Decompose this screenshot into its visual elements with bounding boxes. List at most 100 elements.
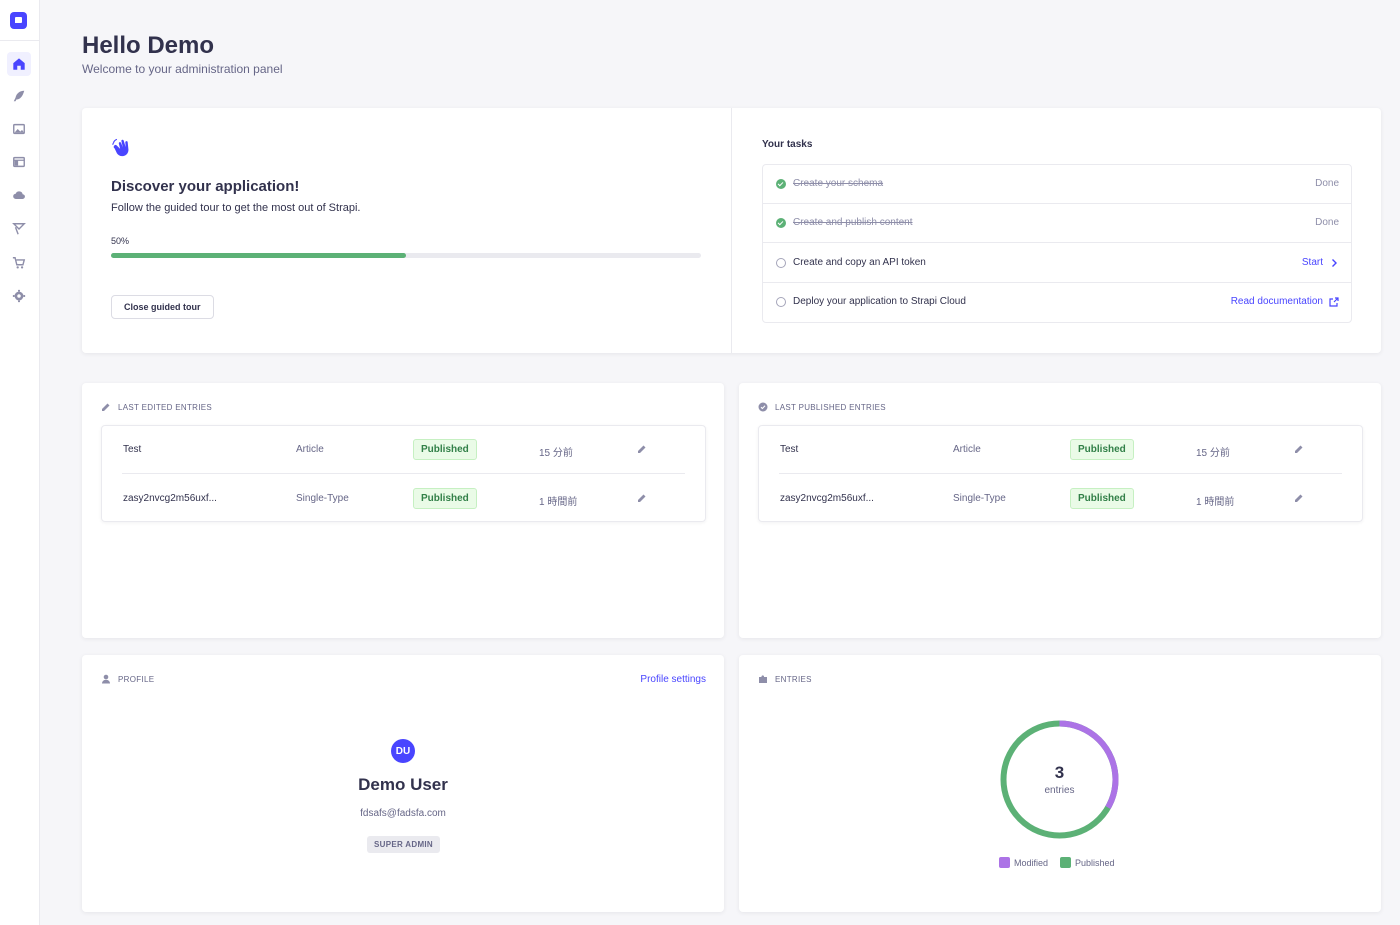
status-badge: Published [1070,439,1134,460]
start-api-token-link[interactable]: Start [1302,257,1339,268]
last-published-table: Test Article Published 15 分前 zasy2nvcg2m… [758,425,1363,522]
edit-pencil-icon[interactable] [637,444,647,454]
entry-time: 15 分前 [1196,448,1230,459]
strapi-logo[interactable] [10,12,27,29]
chart-legend: Modified Published [999,857,1115,868]
entry-type: Article [953,444,981,455]
chevron-right-icon [1332,258,1337,267]
section-header: PROFILE [101,674,154,684]
entry-time: 1 時間前 [539,497,578,508]
profile-settings-link[interactable]: Profile settings [640,674,706,685]
task-status: Done [1315,217,1339,228]
cloud-icon[interactable] [7,183,31,207]
main-content: Hello Demo Welcome to your administratio… [40,0,1400,925]
task-label: Deploy your application to Strapi Cloud [793,296,966,307]
entries-donut-chart [1000,720,1119,839]
task-item: Create your schema Done [763,165,1351,204]
main-nav [0,0,40,925]
tasks-list: Create your schema Done Create and publi… [762,164,1352,323]
task-label: Create and copy an API token [793,257,926,268]
status-badge: Published [413,439,477,460]
external-link-icon [1329,296,1339,307]
section-title: PROFILE [118,674,155,684]
last-edited-entries-card: LAST EDITED ENTRIES Test Article Publish… [82,383,724,638]
profile-card: PROFILE Profile settings DU Demo User fd… [82,655,724,912]
avatar: DU [391,739,415,763]
entry-title: Test [780,444,799,455]
read-documentation-link[interactable]: Read documentation [1231,296,1339,307]
table-row[interactable]: Test Article Published 15 分前 [122,426,685,474]
entry-time: 1 時間前 [1196,497,1235,508]
status-badge: Published [413,488,477,509]
entry-title: Test [123,444,142,455]
donut-segment-modified [1000,720,1119,839]
task-done-check-icon [776,179,786,189]
close-guided-tour-button[interactable]: Close guided tour [111,295,214,319]
table-row[interactable]: zasy2nvcg2m56uxf... Single-Type Publishe… [102,475,705,523]
content-type-builder-icon[interactable] [7,150,31,174]
section-title: LAST PUBLISHED ENTRIES [775,402,886,412]
legend-item-modified: Modified [999,857,1048,868]
task-action-label: Read documentation [1230,296,1323,307]
pencil-icon [102,403,110,411]
tour-progress-bar [111,253,701,258]
section-header: ENTRIES [758,674,812,684]
entries-count-label: entries [1044,785,1075,796]
task-status: Done [1315,178,1339,189]
task-item: Deploy your application to Strapi Cloud … [763,283,1351,322]
task-label: Create and publish content [793,217,913,228]
entry-title: zasy2nvcg2m56uxf... [123,493,217,504]
legend-label: Published [1075,857,1115,868]
tasks-title: Your tasks [762,139,813,150]
tour-title: Discover your application! [111,178,300,195]
entry-title: zasy2nvcg2m56uxf... [780,493,874,504]
edit-pencil-icon[interactable] [1294,444,1304,454]
tour-progress-label: 50% [111,236,130,246]
tour-progress-fill [111,253,406,258]
entry-type: Single-Type [953,493,1006,504]
profile-name: Demo User [358,775,448,794]
page-subtitle: Welcome to your administration panel [82,62,283,76]
task-action-label: Start [1301,257,1323,268]
legend-item-published: Published [1060,857,1115,868]
profile-email: fdsafs@fadsfa.com [360,808,446,819]
legend-swatch [999,857,1010,868]
task-done-check-icon [776,218,786,228]
section-title: LAST EDITED ENTRIES [118,402,213,412]
section-header: LAST EDITED ENTRIES [101,402,212,412]
tour-intro: Discover your application! Follow the gu… [82,108,732,353]
deploy-icon[interactable] [7,217,31,241]
page-title: Hello Demo [82,32,215,59]
guided-tour-card: Discover your application! Follow the gu… [82,108,1381,353]
content-manager-icon[interactable] [7,84,31,108]
entry-type: Single-Type [296,493,349,504]
user-icon [102,674,110,684]
task-item: Create and copy an API token Start [763,244,1351,283]
entries-card: ENTRIES 3 entries Modified Published [739,655,1381,912]
nav-divider [0,40,40,41]
edit-pencil-icon[interactable] [637,493,647,503]
task-item: Create and publish content Done [763,204,1351,243]
home-icon[interactable] [7,52,31,76]
tour-description: Follow the guided tour to get the most o… [111,202,361,214]
table-row[interactable]: zasy2nvcg2m56uxf... Single-Type Publishe… [759,475,1362,523]
media-library-icon[interactable] [7,117,31,141]
last-published-entries-card: LAST PUBLISHED ENTRIES Test Article Publ… [739,383,1381,638]
settings-icon[interactable] [7,284,31,308]
entries-count: 3 [1054,763,1065,782]
marketplace-icon[interactable] [7,251,31,275]
section-header: LAST PUBLISHED ENTRIES [758,402,886,412]
task-label: Create your schema [793,178,884,189]
status-badge: Published [1070,488,1134,509]
edit-pencil-icon[interactable] [1294,493,1304,503]
role-badge: SUPER ADMIN [367,836,441,853]
legend-swatch [1060,857,1072,868]
section-title: ENTRIES [775,674,812,684]
check-circle-icon [758,402,768,412]
task-pending-circle-icon [776,258,786,268]
legend-label: Modified [1014,857,1049,868]
waving-hand-icon [112,138,129,157]
entry-time: 15 分前 [539,448,573,459]
table-row[interactable]: Test Article Published 15 分前 [779,426,1342,474]
last-edited-table: Test Article Published 15 分前 zasy2nvcg2m… [101,425,706,522]
